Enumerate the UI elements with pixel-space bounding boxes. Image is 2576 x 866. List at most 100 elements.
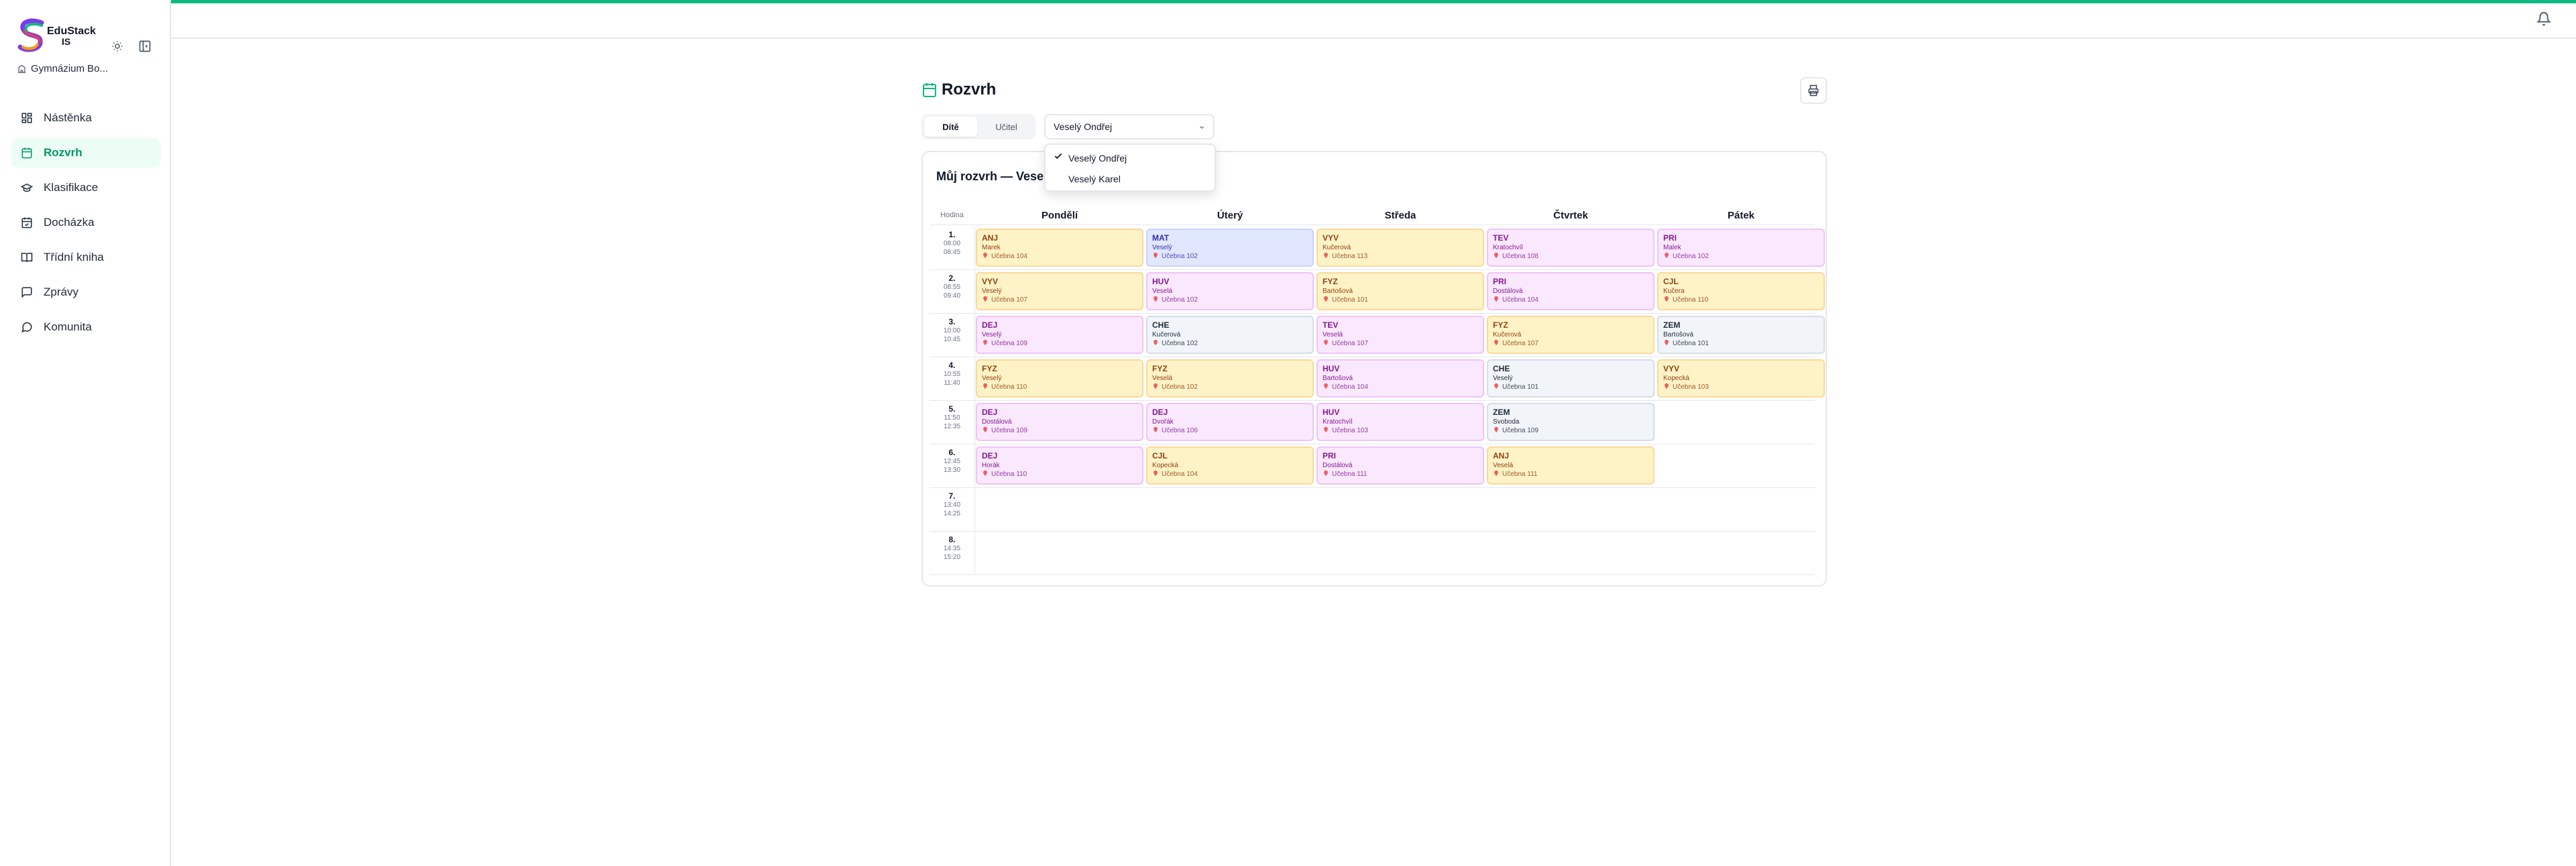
lesson-cell[interactable]: CHE Kučerová Učebna 102 — [1146, 316, 1314, 354]
page-title: Rozvrh — [942, 80, 997, 99]
nav-item[interactable]: Rozvrh — [11, 138, 161, 168]
logo[interactable] — [15, 17, 48, 54]
lesson-cell[interactable]: HUV Kratochvíl Učebna 103 — [1317, 403, 1484, 441]
toggle-button[interactable]: Dítě — [924, 117, 977, 137]
row-line — [930, 487, 1815, 488]
lesson-cell[interactable]: PRI Malek Učebna 102 — [1657, 229, 1825, 267]
hour-number: 6. — [948, 448, 956, 457]
nav-item[interactable]: Klasifikace — [11, 173, 161, 202]
lesson-cell[interactable]: DEJ Horák Učebna 110 — [976, 446, 1143, 485]
room-label: Učebna 104 — [1162, 471, 1198, 478]
row-line — [930, 313, 1815, 314]
day-header: Pátek — [1727, 209, 1755, 221]
pin-icon — [1152, 426, 1159, 433]
lesson-cell[interactable]: ANJ Veselá Učebna 111 — [1487, 446, 1655, 485]
collapse-sidebar[interactable] — [138, 40, 152, 53]
hour-number: 7. — [948, 491, 956, 501]
pin-icon — [1323, 383, 1329, 389]
lesson-room: Učebna 102 — [1663, 252, 1819, 261]
teacher-select[interactable]: Veselý Ondřej — [1044, 114, 1215, 139]
lesson-cell[interactable]: PRI Dostálová Učebna 111 — [1317, 446, 1484, 485]
lesson-cell[interactable]: FYZ Veselá Učebna 102 — [1146, 359, 1314, 397]
lesson-cell[interactable]: HUV Veselá Učebna 102 — [1146, 272, 1314, 310]
school-name[interactable]: Gymnázium Bo... — [31, 63, 109, 74]
lesson-cell[interactable]: ZEM Bartošová Učebna 101 — [1657, 316, 1825, 354]
lesson-room: Učebna 101 — [1493, 383, 1648, 391]
lesson-room: Učebna 109 — [982, 426, 1137, 435]
pin-icon — [1323, 470, 1329, 477]
lesson-room: Učebna 110 — [982, 383, 1137, 391]
hour-start: 12:45 — [943, 458, 961, 465]
nav-label: Třídní kniha — [44, 251, 104, 263]
pin-icon — [1493, 339, 1500, 346]
lesson-subject: CHE — [1152, 320, 1170, 330]
lesson-cell[interactable]: TEV Kratochvíl Učebna 108 — [1487, 229, 1655, 267]
lesson-subject: ZEM — [1663, 320, 1681, 330]
lesson-subject: FYZ — [982, 364, 997, 373]
lesson-subject: MAT — [1152, 233, 1170, 243]
lesson-cell[interactable]: DEJ Veselý Učebna 109 — [976, 316, 1143, 354]
lesson-cell[interactable]: DEJ Dvořák Učebna 106 — [1146, 403, 1314, 441]
pin-icon — [982, 470, 989, 477]
lesson-room: Učebna 107 — [982, 296, 1137, 304]
lesson-cell[interactable]: CHE Veselý Učebna 101 — [1487, 359, 1655, 397]
lesson-subject: DEJ — [982, 320, 998, 330]
hour-header: Hodina — [940, 211, 964, 219]
toggle-button[interactable]: Učitel — [980, 117, 1033, 137]
nav-item[interactable]: Docházka — [11, 208, 161, 237]
room-label: Učebna 101 — [1332, 296, 1368, 304]
dropdown-option[interactable]: Veselý Ondřej — [1048, 149, 1212, 168]
nav-item[interactable]: Nástěnka — [11, 103, 161, 133]
lesson-teacher: Bartošová — [1663, 331, 1694, 338]
nav-item[interactable]: Zprávy — [11, 277, 161, 307]
lesson-cell[interactable]: FYZ Veselý Učebna 110 — [976, 359, 1143, 397]
notifications-button[interactable] — [2536, 11, 2551, 26]
lesson-subject: PRI — [1663, 233, 1677, 243]
lesson-cell[interactable]: HUV Bartošová Učebna 104 — [1317, 359, 1484, 397]
day-header: Středa — [1384, 209, 1416, 221]
lesson-cell[interactable]: ANJ Marek Učebna 104 — [976, 229, 1143, 267]
room-label: Učebna 110 — [991, 471, 1027, 478]
row-line — [930, 400, 1815, 401]
hour-divider — [974, 444, 975, 488]
lesson-room: Učebna 104 — [982, 252, 1137, 261]
dropdown-option[interactable]: Veselý Karel — [1048, 170, 1212, 188]
lesson-cell[interactable]: ZEM Svoboda Učebna 109 — [1487, 403, 1655, 441]
theme-toggle[interactable] — [111, 40, 123, 52]
pin-icon — [1323, 252, 1329, 259]
lesson-cell[interactable]: FYZ Bartošová Učebna 101 — [1317, 272, 1484, 310]
lesson-cell[interactable]: CJL Kopecká Učebna 104 — [1146, 446, 1314, 485]
lesson-room: Učebna 106 — [1152, 426, 1308, 435]
lesson-teacher: Dvořák — [1152, 418, 1174, 426]
lesson-cell[interactable]: PRI Dostálová Učebna 104 — [1487, 272, 1655, 310]
hour-start: 08:00 — [943, 240, 961, 247]
lesson-room: Učebna 107 — [1493, 339, 1648, 348]
lesson-cell[interactable]: VYV Kučerová Učebna 113 — [1317, 229, 1484, 267]
lesson-cell[interactable]: FYZ Kučerová Učebna 107 — [1487, 316, 1655, 354]
room-label: Učebna 102 — [1162, 296, 1198, 304]
lesson-subject: VYV — [1323, 233, 1339, 243]
lesson-cell[interactable]: DEJ Dostálová Učebna 109 — [976, 403, 1143, 441]
lesson-cell[interactable]: VYV Kopecká Učebna 103 — [1657, 359, 1825, 397]
lesson-teacher: Horák — [982, 462, 1000, 469]
room-label: Učebna 108 — [1502, 253, 1538, 260]
pin-icon — [1493, 470, 1500, 477]
lesson-room: Učebna 104 — [1323, 383, 1478, 391]
hour-end: 14:25 — [943, 510, 961, 517]
lesson-teacher: Veselá — [1493, 462, 1514, 469]
nav-item[interactable]: Komunita — [11, 312, 161, 342]
row-line — [930, 269, 1815, 270]
room-label: Učebna 109 — [1502, 427, 1538, 434]
lesson-teacher: Dostálová — [1323, 462, 1353, 469]
school-icon — [17, 64, 26, 73]
lesson-room: Učebna 103 — [1663, 383, 1819, 391]
room-label: Učebna 107 — [1332, 340, 1368, 347]
print-button[interactable] — [1800, 77, 1827, 104]
lesson-cell[interactable]: MAT Veselý Učebna 102 — [1146, 229, 1314, 267]
lesson-cell[interactable]: TEV Veselá Učebna 107 — [1317, 316, 1484, 354]
nav-item[interactable]: Třídní kniha — [11, 243, 161, 272]
lesson-cell[interactable]: VYV Veselý Učebna 107 — [976, 272, 1143, 310]
lesson-cell[interactable]: CJL Kučera Učebna 110 — [1657, 272, 1825, 310]
lesson-teacher: Kučerová — [1152, 331, 1181, 338]
